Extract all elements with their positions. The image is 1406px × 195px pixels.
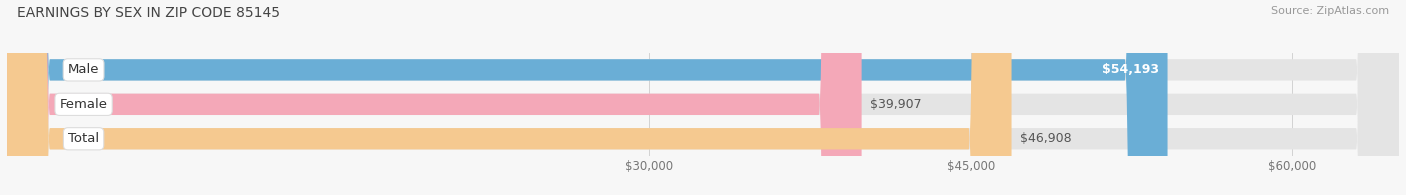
FancyBboxPatch shape [7, 0, 862, 195]
Text: EARNINGS BY SEX IN ZIP CODE 85145: EARNINGS BY SEX IN ZIP CODE 85145 [17, 6, 280, 20]
Text: Female: Female [59, 98, 108, 111]
FancyBboxPatch shape [7, 0, 1167, 195]
FancyBboxPatch shape [7, 0, 1399, 195]
Text: $39,907: $39,907 [870, 98, 921, 111]
Text: $46,908: $46,908 [1019, 132, 1071, 145]
FancyBboxPatch shape [7, 0, 1399, 195]
Text: Source: ZipAtlas.com: Source: ZipAtlas.com [1271, 6, 1389, 16]
Text: Total: Total [67, 132, 100, 145]
FancyBboxPatch shape [7, 0, 1011, 195]
Text: Male: Male [67, 63, 100, 76]
FancyBboxPatch shape [7, 0, 1399, 195]
Text: $54,193: $54,193 [1102, 63, 1159, 76]
